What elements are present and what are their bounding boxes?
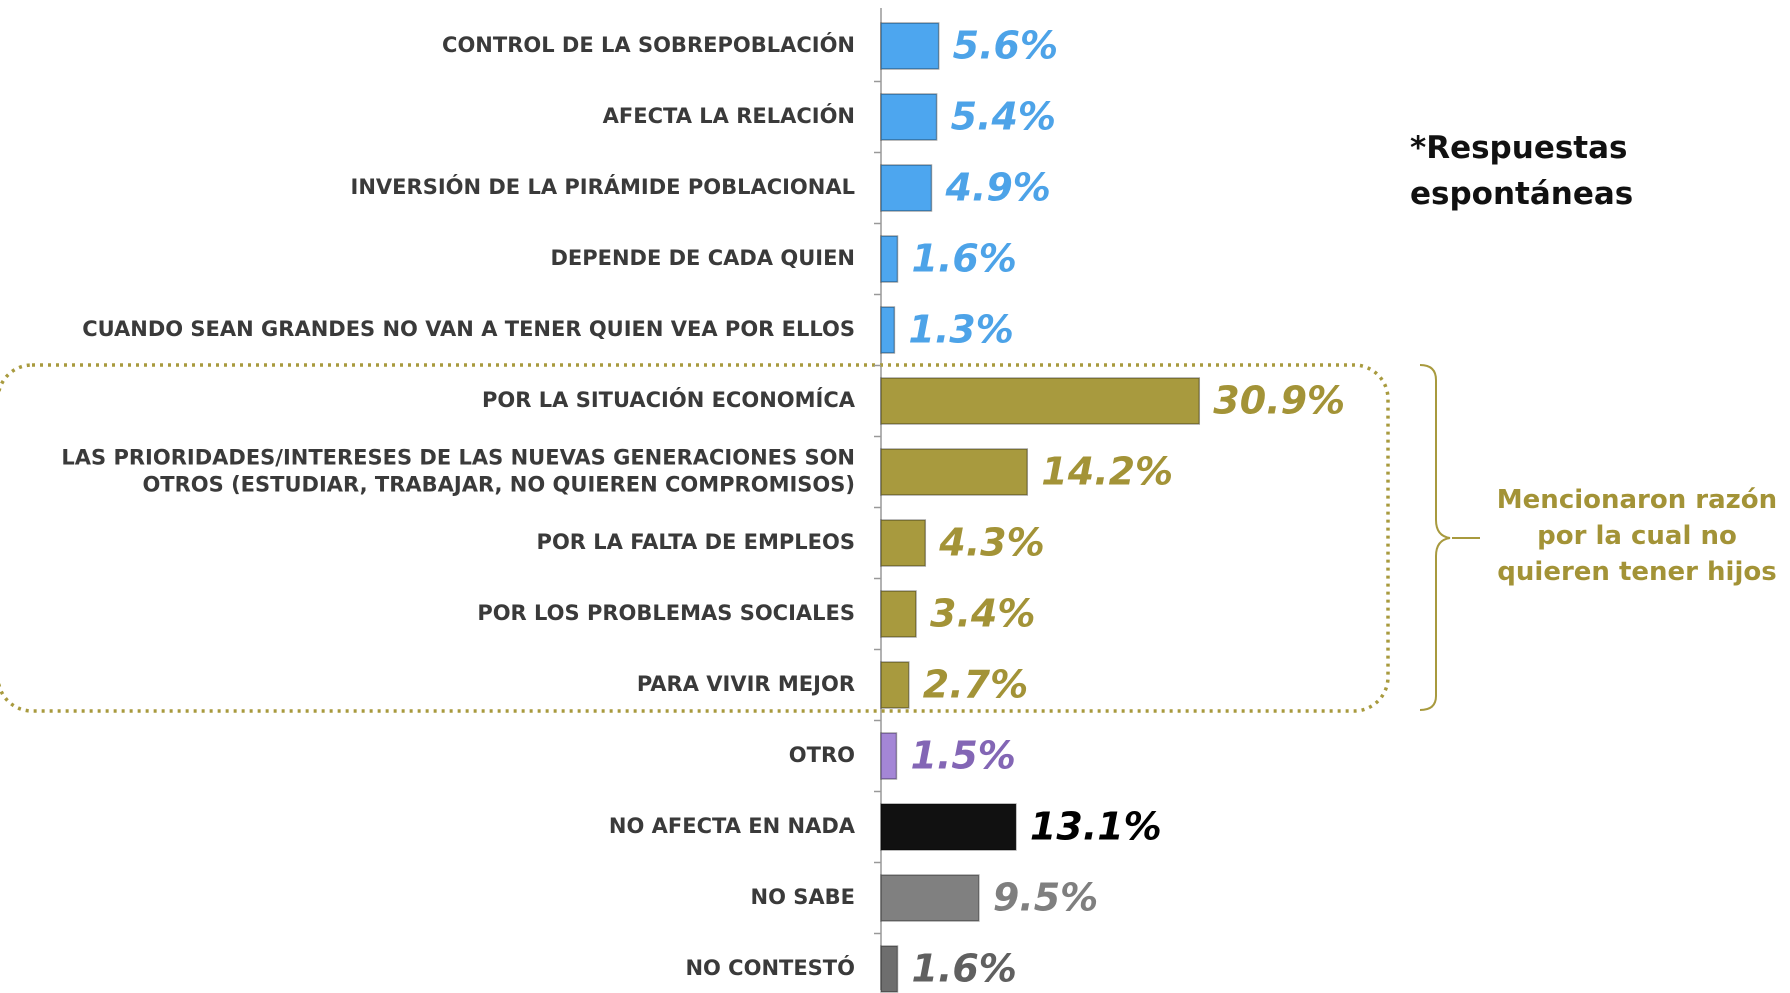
value-label: 4.3%	[938, 521, 1044, 565]
category-label: CUANDO SEAN GRANDES NO VAN A TENER QUIEN…	[82, 317, 855, 341]
category-label: POR LA SITUACIÓN ECONOMÍCA	[482, 387, 856, 412]
category-label: OTRO	[789, 743, 855, 767]
category-label: INVERSIÓN DE LA PIRÁMIDE POBLACIONAL	[351, 174, 855, 199]
bracket	[1419, 364, 1451, 711]
note: *Respuestas espontáneas	[1410, 130, 1633, 212]
bar	[880, 590, 917, 638]
bar	[880, 306, 896, 354]
bar	[880, 874, 980, 922]
category-label: AFECTA LA RELACIÓN	[603, 103, 855, 128]
value-label: 5.6%	[953, 24, 1058, 68]
value-label: 2.7%	[923, 663, 1028, 707]
value-label: 30.9%	[1213, 379, 1345, 423]
value-label: 9.5%	[993, 876, 1098, 920]
category-label: POR LOS PROBLEMAS SOCIALES	[477, 601, 855, 625]
category-label: POR LA FALTA DE EMPLEOS	[537, 530, 855, 554]
category-label: NO CONTESTÓ	[685, 955, 855, 980]
bar	[880, 235, 899, 283]
bar	[880, 164, 933, 212]
bar	[880, 732, 898, 780]
value-label: 1.6%	[911, 947, 1016, 991]
bar	[880, 93, 938, 141]
bar	[880, 661, 910, 709]
bar	[880, 519, 927, 567]
value-label: 1.5%	[910, 734, 1015, 778]
value-label: 13.1%	[1030, 805, 1162, 849]
value-label: 5.4%	[951, 95, 1056, 139]
category-label: LAS PRIORIDADES/INTERESES DE LAS NUEVAS …	[61, 446, 855, 497]
category-label: NO AFECTA EN NADA	[609, 814, 856, 838]
category-label: DEPENDE DE CADA QUIEN	[550, 246, 855, 270]
value-label: 14.2%	[1041, 450, 1173, 494]
value-label: 3.4%	[930, 592, 1035, 636]
value-label: 4.9%	[944, 166, 1050, 210]
bar	[880, 377, 1201, 425]
category-label: PARA VIVIR MEJOR	[637, 672, 855, 696]
bar	[880, 22, 940, 70]
bar	[880, 803, 1017, 851]
bar	[880, 945, 899, 993]
group-box	[0, 363, 1390, 713]
value-label: 1.3%	[908, 308, 1013, 352]
category-label: CONTROL DE LA SOBREPOBLACIÓN	[442, 32, 855, 57]
bar	[880, 448, 1029, 496]
category-label: NO SABE	[751, 885, 855, 909]
value-label: 1.6%	[911, 237, 1016, 281]
annotation: Mencionaron razón por la cual no quieren t…	[1497, 485, 1777, 587]
